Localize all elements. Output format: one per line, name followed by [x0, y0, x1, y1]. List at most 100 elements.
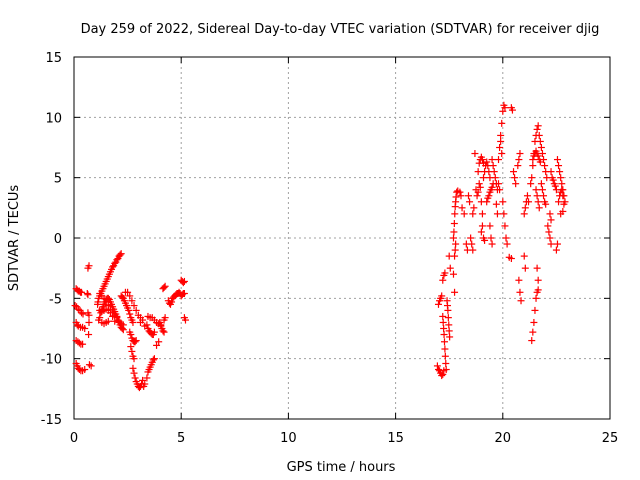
data-point-marker: [481, 236, 489, 244]
data-point-marker: [168, 298, 176, 306]
data-point-marker: [507, 255, 515, 263]
data-point-marker: [81, 325, 89, 332]
data-point-marker: [492, 200, 500, 208]
data-point-marker: [127, 343, 135, 351]
data-point-marker: [85, 331, 93, 339]
data-point-marker: [119, 321, 127, 329]
data-point-marker: [75, 339, 83, 347]
data-point-marker: [78, 288, 86, 296]
data-point-marker: [540, 156, 548, 164]
data-point-marker: [538, 186, 546, 194]
x-tick-label: 5: [177, 431, 185, 446]
y-tick-label: -10: [41, 353, 62, 368]
data-point-marker: [533, 192, 541, 200]
data-point-marker: [439, 276, 447, 284]
data-point-marker: [483, 158, 491, 166]
data-point-marker: [557, 174, 565, 182]
data-point-marker: [113, 256, 121, 264]
data-point-marker: [109, 263, 117, 271]
data-point-marker: [542, 200, 550, 208]
data-point-marker: [106, 309, 114, 317]
data-point-marker: [434, 366, 442, 374]
data-point-marker: [546, 210, 554, 218]
data-point-marker: [452, 240, 460, 248]
data-point-marker: [446, 264, 454, 272]
data-point-marker: [534, 122, 542, 130]
data-point-marker: [143, 374, 151, 382]
data-point-marker: [523, 192, 531, 200]
data-point-marker: [534, 276, 542, 284]
data-point-marker: [545, 228, 553, 236]
data-point-marker: [78, 309, 86, 317]
data-point-marker: [469, 246, 477, 254]
data-point-marker: [449, 234, 457, 242]
data-point-marker: [475, 180, 483, 188]
data-point-marker: [180, 290, 188, 298]
data-point-marker: [521, 204, 529, 212]
x-tick-label: 0: [70, 431, 78, 446]
data-point-marker: [460, 210, 468, 218]
data-point-marker: [540, 192, 548, 200]
y-tick-label: 10: [45, 111, 62, 126]
data-point-marker: [534, 198, 542, 206]
data-point-marker: [467, 234, 475, 242]
data-point-marker: [549, 176, 557, 184]
data-point-marker: [496, 144, 504, 151]
data-point-marker: [451, 210, 459, 218]
data-point-marker: [74, 305, 82, 313]
data-point-marker: [498, 119, 506, 127]
data-point-marker: [544, 222, 552, 230]
data-point-marker: [488, 240, 496, 248]
data-point-marker: [96, 314, 104, 322]
data-point-marker: [477, 228, 485, 236]
data-point-marker: [444, 306, 452, 314]
data-point-marker: [442, 366, 450, 374]
data-point-marker: [508, 106, 516, 114]
data-point-marker: [559, 207, 567, 215]
data-point-marker: [139, 376, 147, 384]
data-point-marker: [536, 137, 544, 145]
data-point-marker: [489, 162, 497, 170]
data-point-marker: [500, 210, 508, 218]
data-point-marker: [466, 198, 474, 206]
data-point-marker: [473, 192, 481, 200]
data-point-marker: [546, 234, 554, 242]
data-point-marker: [529, 156, 537, 164]
data-point-marker: [124, 288, 132, 296]
data-point-marker: [434, 300, 442, 308]
data-point-marker: [111, 259, 119, 267]
data-point-marker: [438, 292, 446, 300]
y-tick-label: 15: [45, 51, 62, 66]
data-point-marker: [161, 314, 169, 322]
data-point-marker: [451, 288, 459, 296]
data-point-marker: [478, 156, 486, 164]
y-tick-label: 0: [54, 232, 62, 247]
data-point-marker: [515, 276, 523, 284]
data-point-marker: [102, 298, 110, 306]
data-point-marker: [551, 182, 559, 190]
data-point-marker: [135, 384, 143, 392]
data-point-marker: [485, 192, 493, 200]
data-point-marker: [128, 347, 136, 355]
data-point-marker: [517, 297, 525, 305]
data-point-marker: [501, 222, 509, 230]
data-point-marker: [470, 204, 478, 212]
data-point-marker: [516, 150, 524, 158]
data-point-marker: [132, 337, 140, 345]
data-point-marker: [153, 341, 161, 349]
data-point-marker: [483, 198, 491, 206]
data-point-marker: [514, 162, 522, 170]
data-point-marker: [531, 306, 539, 314]
data-point-marker: [452, 193, 460, 201]
data-point-marker: [116, 251, 124, 259]
data-point-marker: [127, 331, 135, 339]
data-point-marker: [440, 331, 448, 339]
data-point-marker: [553, 240, 561, 248]
data-point-marker: [149, 356, 157, 364]
data-point-marker: [126, 310, 134, 318]
data-point-marker: [499, 198, 507, 206]
data-point-marker: [488, 183, 496, 191]
data-point-marker: [495, 180, 503, 188]
data-point-marker: [503, 240, 511, 248]
data-point-marker: [471, 150, 479, 158]
